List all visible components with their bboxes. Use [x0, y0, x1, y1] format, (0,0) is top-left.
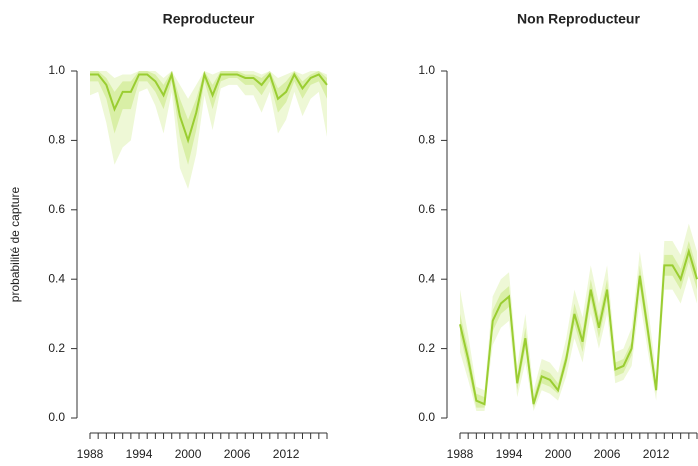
y-tick-label: 0.6 [418, 202, 435, 216]
y-tick-label: 0.2 [48, 341, 65, 355]
y-tick-label: 1.0 [48, 63, 65, 77]
x-tick-label: 2000 [545, 447, 572, 461]
x-tick-label: 2012 [643, 447, 670, 461]
x-tick-label: 2012 [273, 447, 300, 461]
y-tick-label: 0.8 [418, 133, 435, 147]
data-line [459, 247, 698, 406]
x-tick-label: 1988 [77, 447, 104, 461]
panel-title: Reproducteur [163, 11, 255, 27]
inner-band [90, 71, 327, 165]
y-tick-label: 0.0 [418, 410, 435, 424]
x-tick-label: 2006 [224, 447, 251, 461]
x-tick-label: 1994 [496, 447, 523, 461]
x-tick-label: 1988 [447, 447, 474, 461]
y-axis-label: probabilité de capture [8, 186, 22, 302]
y-tick-label: 1.0 [418, 63, 435, 77]
x-tick-label: 1994 [126, 447, 153, 461]
y-tick-label: 0.2 [418, 341, 435, 355]
x-tick-label: 2000 [175, 447, 202, 461]
x-tick-label: 2006 [594, 447, 621, 461]
y-tick-label: 0.4 [418, 271, 435, 285]
y-tick-label: 0.0 [48, 410, 65, 424]
y-tick-label: 0.6 [48, 202, 65, 216]
panel-title: Non Reproducteur [517, 11, 640, 27]
y-tick-label: 0.4 [48, 271, 65, 285]
y-tick-label: 0.8 [48, 133, 65, 147]
data-line [90, 70, 328, 144]
